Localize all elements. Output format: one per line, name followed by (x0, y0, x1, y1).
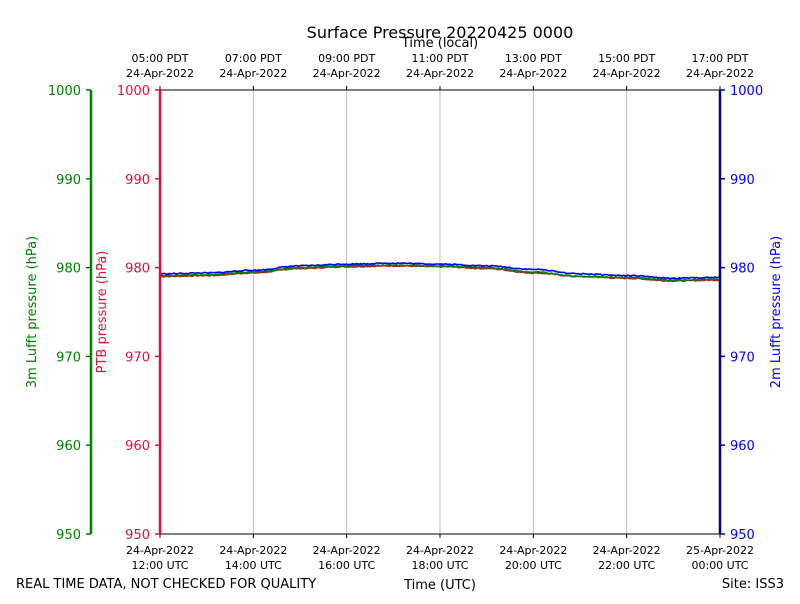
ticks-layer: 950 950 950 960 960 960 970 970 970 980 980 980 990 9… (48, 52, 763, 572)
inner-left-y-label: PTB pressure (hPa) (95, 251, 110, 374)
outer-left-y-tick-label: 970 (56, 350, 81, 365)
outer-left-y-tick-label: 960 (56, 439, 81, 454)
series-layer (159, 262, 721, 283)
x-tick-utc-time: 22:00 UTC (598, 559, 655, 572)
x-tick-utc-time: 20:00 UTC (505, 559, 562, 572)
series-line-2m-lufft-pressure (159, 262, 721, 280)
inner-left-y-tick-label: 980 (125, 262, 150, 277)
x-tick-local-date: 24-Apr-2022 (499, 67, 567, 80)
inner-left-y-tick-label: 990 (125, 173, 150, 188)
x-tick-utc-time: 16:00 UTC (318, 559, 375, 572)
x-tick-utc-time: 00:00 UTC (691, 559, 748, 572)
right-y-tick-label: 1000 (730, 84, 763, 99)
x-tick-utc-date: 24-Apr-2022 (126, 544, 194, 557)
grid-layer (252, 90, 628, 534)
x-tick-local-time: 05:00 PDT (131, 52, 188, 65)
series-line-3m-lufft-pressure (159, 263, 721, 282)
x-tick-utc-time: 18:00 UTC (411, 559, 468, 572)
outer-left-y-tick-label: 1000 (48, 84, 81, 99)
inner-left-y-tick-label: 970 (125, 350, 150, 365)
top-axis-label: Time (local) (401, 36, 478, 51)
x-tick-utc-date: 25-Apr-2022 (686, 544, 754, 557)
x-axis-label: Time (UTC) (403, 578, 476, 593)
x-tick-utc-date: 24-Apr-2022 (499, 544, 567, 557)
x-tick-utc-date: 24-Apr-2022 (313, 544, 381, 557)
x-tick-local-date: 24-Apr-2022 (219, 67, 287, 80)
right-y-label: 2m Lufft pressure (hPa) (769, 236, 784, 388)
axes-layer (89, 89, 722, 535)
inner-left-y-tick-label: 950 (125, 528, 150, 543)
x-tick-local-time: 13:00 PDT (505, 52, 562, 65)
inner-left-y-tick-label: 960 (125, 439, 150, 454)
x-tick-utc-date: 24-Apr-2022 (593, 544, 661, 557)
x-tick-local-date: 24-Apr-2022 (406, 67, 474, 80)
outer-left-y-tick-label: 990 (56, 173, 81, 188)
x-tick-local-time: 09:00 PDT (318, 52, 375, 65)
x-tick-local-date: 24-Apr-2022 (313, 67, 381, 80)
inner-left-y-tick-label: 1000 (117, 84, 150, 99)
right-y-tick-label: 950 (730, 528, 755, 543)
right-y-tick-label: 970 (730, 350, 755, 365)
outer-left-y-label: 3m Lufft pressure (hPa) (25, 236, 40, 388)
x-tick-local-time: 11:00 PDT (411, 52, 468, 65)
x-tick-local-time: 15:00 PDT (598, 52, 655, 65)
footer-quality-note: REAL TIME DATA, NOT CHECKED FOR QUALITY (16, 577, 316, 592)
x-tick-utc-date: 24-Apr-2022 (406, 544, 474, 557)
right-y-tick-label: 960 (730, 439, 755, 454)
x-tick-utc-date: 24-Apr-2022 (219, 544, 287, 557)
outer-left-y-tick-label: 950 (56, 528, 81, 543)
footer-site: Site: ISS3 (722, 577, 784, 592)
x-tick-utc-time: 12:00 UTC (131, 559, 188, 572)
x-tick-utc-time: 14:00 UTC (225, 559, 282, 572)
right-y-tick-label: 990 (730, 173, 755, 188)
x-tick-local-date: 24-Apr-2022 (593, 67, 661, 80)
x-tick-local-time: 07:00 PDT (225, 52, 282, 65)
right-y-tick-label: 980 (730, 262, 755, 277)
x-tick-local-date: 24-Apr-2022 (126, 67, 194, 80)
x-tick-local-time: 17:00 PDT (691, 52, 748, 65)
outer-left-y-tick-label: 980 (56, 262, 81, 277)
chart-title: Surface Pressure 20220425 0000 (307, 23, 574, 42)
x-tick-local-date: 24-Apr-2022 (686, 67, 754, 80)
